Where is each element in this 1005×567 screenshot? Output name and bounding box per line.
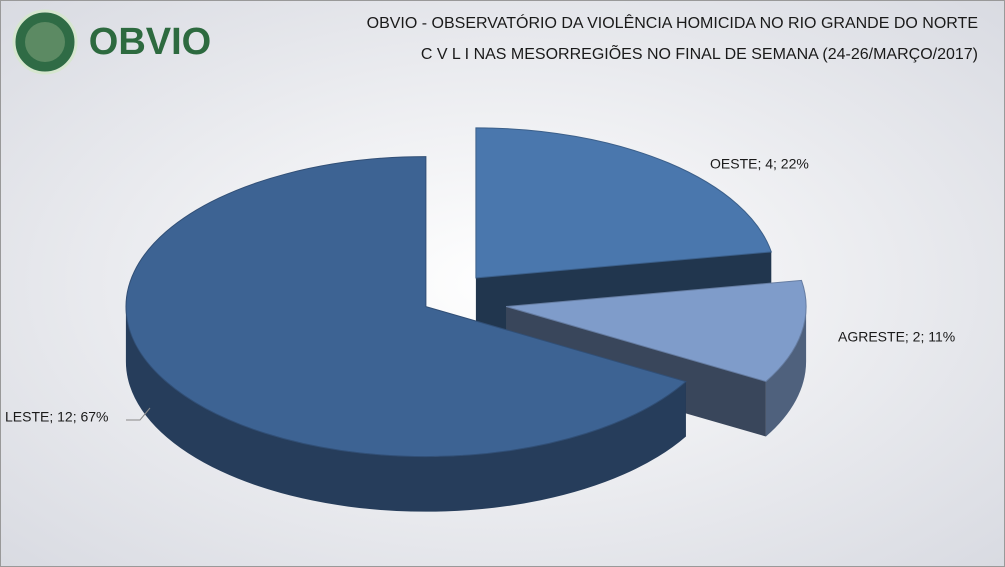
slice: [475, 127, 772, 279]
slice: [505, 279, 807, 383]
leader-line: [126, 407, 151, 421]
chart-subtitle: C V L I NAS MESORREGIÕES NO FINAL DE SEM…: [421, 43, 978, 63]
logo-text: OBVIO: [89, 21, 211, 63]
logo: OBVIO: [12, 9, 211, 75]
data-label: OESTE; 4; 22%: [710, 156, 809, 172]
slice: [125, 156, 687, 458]
data-label: LESTE; 12; 67%: [5, 409, 109, 425]
data-label: AGRESTE; 2; 11%: [838, 329, 955, 345]
chart-title: OBVIO - OBSERVATÓRIO DA VIOLÊNCIA HOMICI…: [367, 13, 978, 32]
slice-side: [125, 306, 686, 512]
slice-side: [765, 306, 807, 437]
